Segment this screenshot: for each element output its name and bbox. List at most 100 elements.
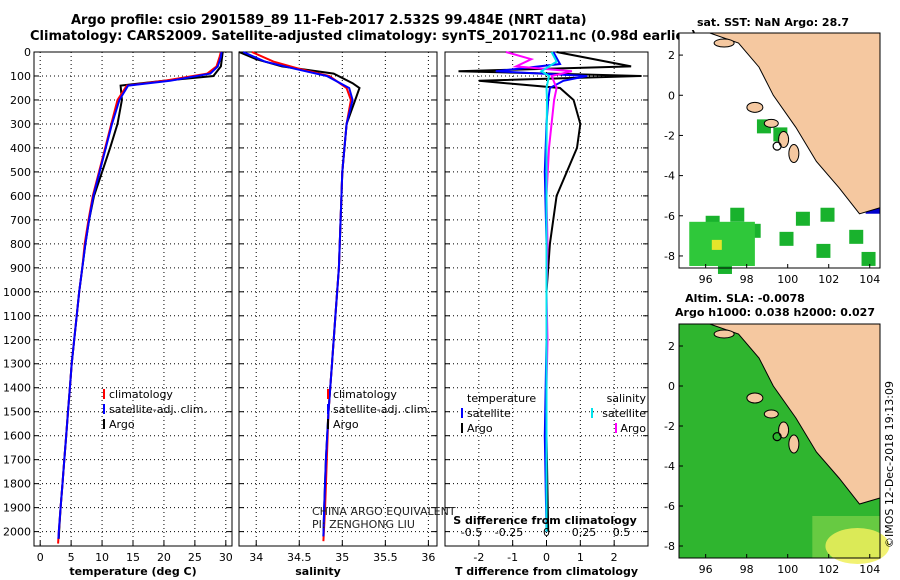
depth-tick-label: 100	[10, 70, 31, 83]
sla_map-ytick-label: -4	[664, 460, 675, 473]
sst_map-xtick-label: 96	[699, 273, 713, 286]
difference-xtick-label: -2	[473, 551, 484, 564]
salinity-xtick-label: 35	[335, 551, 349, 564]
sla_map-island	[746, 392, 764, 404]
depth-tick-label: 900	[10, 262, 31, 275]
depth-tick-label: 1600	[3, 430, 31, 443]
salinity-legend: climatology satellite-adj. clim. Argo	[327, 388, 431, 431]
depth-tick-label: 1300	[3, 358, 31, 371]
legend-label-s-argo: Argo	[620, 422, 646, 435]
panel-salinity: 34 34.5 35 35.5 36 salinity	[238, 51, 438, 578]
sst-map-title: sat. SST: NaN Argo: 28.7	[697, 16, 849, 29]
sla_map-frame	[678, 323, 881, 559]
temperature-series-satellite-adj-clim-	[57, 51, 223, 539]
depth-tick-label: 400	[10, 142, 31, 155]
sst_map-ytick-label: -2	[664, 129, 675, 142]
depth-tick-label: 1500	[3, 406, 31, 419]
sst-data-block	[779, 231, 794, 246]
depth-tick-label: 800	[10, 238, 31, 251]
temperature-xlabel: temperature (deg C)	[69, 565, 196, 578]
legend-label-t-argo: Argo	[467, 422, 493, 435]
sst_map-ytick-label: 0	[668, 89, 675, 102]
difference-top-xtick-label: -0.25	[495, 526, 523, 539]
sst-data-block	[730, 207, 745, 222]
depth-tick-label: 600	[10, 190, 31, 203]
annotation-line2: PI: ZENGHONG LIU	[312, 518, 415, 531]
legend-salinity-title: salinity	[607, 392, 647, 405]
sst-data-block	[849, 229, 864, 244]
sst_map-xtick-label: 100	[777, 273, 798, 286]
sst_map-island	[746, 101, 764, 113]
panel-difference: -2 -1 0 1 2T difference from climatology	[444, 51, 649, 578]
sla_map-ytick-label: 0	[668, 380, 675, 393]
annotation-line1: CHINA ARGO EQUIVALENT	[312, 505, 456, 518]
sst_map-ytick-label: -4	[664, 170, 675, 183]
depth-tick-label: 0	[24, 46, 31, 59]
chart-title-line2: Climatology: CARS2009. Satellite-adjuste…	[30, 29, 697, 44]
sla_map-ytick-label: 2	[668, 340, 675, 353]
temperature-xtick-label: 20	[157, 551, 171, 564]
salinity-legend-label: satellite-adj. clim.	[333, 403, 431, 416]
sst-data-block	[861, 251, 876, 266]
sst_map-ytick-label: -6	[664, 210, 675, 223]
difference-top-xtick-label: 0	[543, 526, 550, 539]
depth-tick-label: 300	[10, 118, 31, 131]
temperature-legend: climatology satellite-adj. clim. Argo	[103, 388, 207, 431]
depth-tick-label: 1800	[3, 478, 31, 491]
difference-xtick-label: 1	[577, 551, 584, 564]
temperature-xtick-label: 10	[95, 551, 109, 564]
salinity-legend-label: climatology	[333, 388, 397, 401]
depth-tick-label: 1200	[3, 334, 31, 347]
sla_map-xtick-label: 102	[818, 563, 839, 576]
sla_map-argo-position-marker	[772, 432, 782, 442]
salinity-legend-label: Argo	[333, 418, 359, 431]
sst_map-island	[788, 144, 800, 164]
temperature-xtick-label: 25	[188, 551, 202, 564]
sla_map-island	[763, 409, 779, 419]
sst-warm-block	[711, 239, 722, 250]
sst-data-block	[689, 221, 755, 266]
sla_map-ytick-label: -2	[664, 420, 675, 433]
temperature-xtick-label: 15	[126, 551, 140, 564]
sst_map-ytick-label: 2	[668, 49, 675, 62]
sst_map-island	[763, 118, 779, 128]
sst_map-island	[778, 130, 790, 148]
difference-xtick-label: -1	[507, 551, 518, 564]
sla_map-ytick-label: -8	[664, 540, 675, 553]
sst_map-ytick-label: -8	[664, 250, 675, 263]
sst_map-frame	[678, 32, 881, 269]
sla_map-island	[788, 434, 800, 454]
salinity-frame	[238, 51, 438, 547]
salinity-xtick-label: 34	[249, 551, 263, 564]
temperature-legend-label: Argo	[109, 418, 135, 431]
sla_map-xtick-label: 104	[859, 563, 880, 576]
sla-peak-patch	[825, 528, 890, 564]
depth-tick-label: 2000	[3, 526, 31, 539]
sst_map: 96 98 100 102 104 2 0 -2 -4 -6 -8	[664, 32, 881, 286]
legend-label-s-satellite: satellite	[602, 407, 646, 420]
difference-top-xtick-label: 0.25	[572, 526, 597, 539]
salinity-series-satellite-adj-clim-	[242, 51, 354, 537]
watermark-text: ©IMOS 12-Dec-2018 19:13:09	[883, 381, 896, 548]
sst_map-xtick-label: 98	[740, 273, 754, 286]
panel-temperature: 0100200300400500600700800900100011001200…	[3, 46, 233, 578]
sla_map-xtick-label: 98	[740, 563, 754, 576]
depth-tick-label: 1700	[3, 454, 31, 467]
depth-tick-label: 1900	[3, 502, 31, 515]
difference-xtick-label: 0	[543, 551, 550, 564]
difference-top-xtick-label: 0.5	[613, 526, 631, 539]
temperature-series-argo	[57, 51, 224, 539]
sst_map-argo-position-marker	[772, 141, 782, 151]
depth-tick-label: 1000	[3, 286, 31, 299]
sla-map-title-line1: Altim. SLA: -0.0078	[685, 292, 805, 305]
temperature-xtick-label: 30	[219, 551, 233, 564]
sla_map-xtick-label: 100	[777, 563, 798, 576]
sst-data-block	[816, 243, 831, 258]
depth-tick-label: 1100	[3, 310, 31, 323]
difference-xtick-label: 2	[611, 551, 618, 564]
sla_map-xtick-label: 96	[699, 563, 713, 576]
legend-label-t-satellite: satellite	[467, 407, 511, 420]
difference-series-s-satellite	[539, 51, 558, 532]
sst-data-block	[795, 211, 810, 226]
